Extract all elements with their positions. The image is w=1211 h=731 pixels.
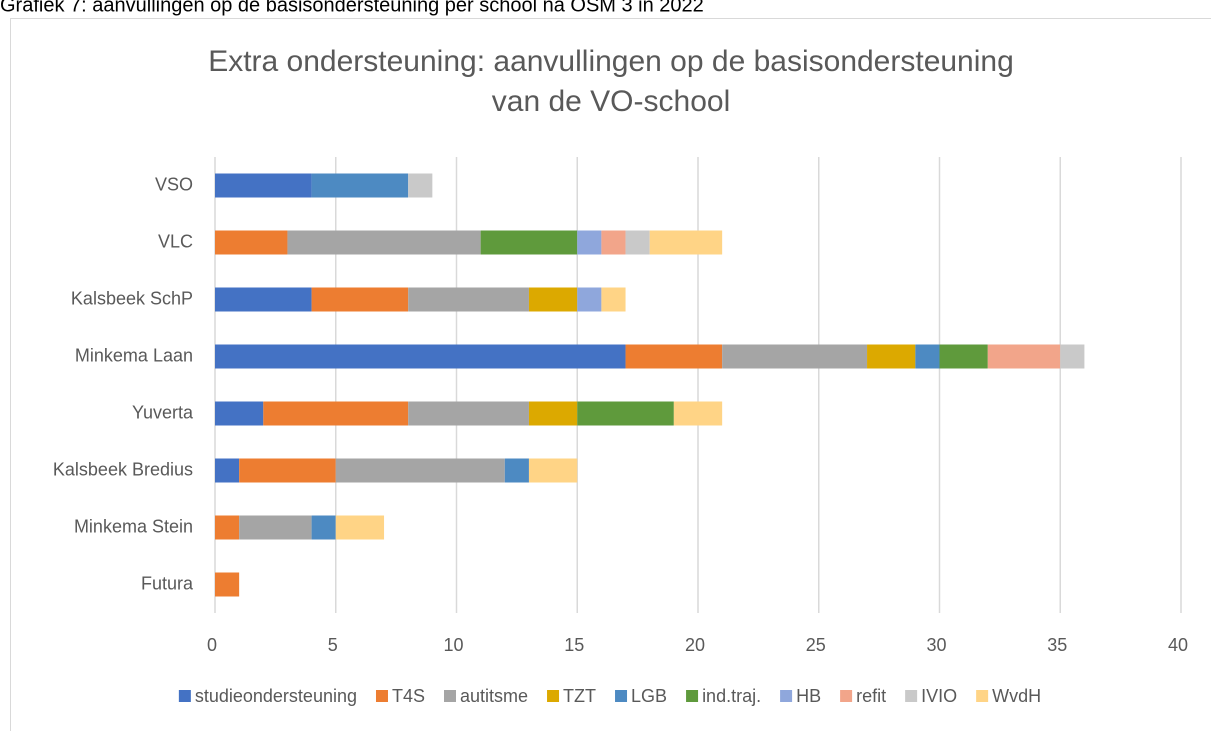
legend-swatch bbox=[444, 690, 456, 702]
x-tick-label: 40 bbox=[1168, 635, 1188, 655]
bar-segment bbox=[1060, 344, 1085, 369]
bar-segment bbox=[311, 173, 409, 198]
legend-label: LGB bbox=[631, 686, 667, 706]
bar-segment bbox=[335, 515, 385, 540]
bar-segment bbox=[215, 458, 240, 483]
bar-segment bbox=[215, 515, 240, 540]
bar-segment bbox=[528, 287, 578, 312]
bar-segment bbox=[239, 515, 312, 540]
legend-label: autitsme bbox=[460, 686, 528, 706]
y-tick-label: Yuverta bbox=[132, 402, 194, 422]
legend-swatch bbox=[780, 690, 793, 702]
bar-segment bbox=[215, 173, 312, 198]
bar-segment bbox=[408, 173, 433, 198]
chart-title: Extra ondersteuning: aanvullingen op de … bbox=[208, 45, 1014, 78]
legend-swatch bbox=[905, 690, 918, 702]
bar-segment bbox=[335, 458, 505, 483]
bar-segment bbox=[625, 344, 723, 369]
bar-segment bbox=[287, 230, 481, 255]
bar-segment bbox=[239, 458, 336, 483]
x-tick-label: 5 bbox=[328, 635, 338, 655]
legend-label: HB bbox=[796, 686, 821, 706]
bar-segment bbox=[311, 287, 409, 312]
x-tick-label: 10 bbox=[443, 635, 463, 655]
legend-swatch bbox=[178, 690, 191, 702]
bar-segment bbox=[867, 344, 916, 369]
x-tick-label: 15 bbox=[564, 635, 584, 655]
legend-label: studieondersteuning bbox=[195, 686, 357, 706]
bar-segment bbox=[311, 515, 336, 540]
bar-segment bbox=[601, 287, 626, 312]
y-tick-label: VLC bbox=[158, 231, 193, 251]
legend-label: TZT bbox=[563, 686, 596, 706]
bar-segment bbox=[215, 287, 312, 312]
x-tick-label: 0 bbox=[207, 635, 217, 655]
legend-label: refit bbox=[856, 686, 886, 706]
legend-swatch bbox=[840, 690, 853, 702]
bar-segment bbox=[504, 458, 529, 483]
x-tick-label: 25 bbox=[806, 635, 826, 655]
bar-segment bbox=[673, 401, 723, 426]
bar-segment bbox=[649, 230, 723, 255]
x-tick-label: 20 bbox=[685, 635, 705, 655]
bar-segment bbox=[577, 287, 602, 312]
legend-label: WvdH bbox=[992, 686, 1041, 706]
legend-swatch bbox=[686, 690, 699, 702]
y-tick-label: Futura bbox=[141, 573, 194, 593]
bar-segment bbox=[215, 344, 626, 369]
legend-label: T4S bbox=[392, 686, 425, 706]
y-tick-label: Kalsbeek Bredius bbox=[53, 459, 193, 479]
bar-segment bbox=[263, 401, 409, 426]
bar-segment bbox=[528, 401, 578, 426]
bar-segment bbox=[722, 344, 868, 369]
chart-frame bbox=[10, 18, 1211, 731]
legend-swatch bbox=[375, 690, 388, 702]
bar-segment bbox=[480, 230, 578, 255]
y-tick-label: Minkema Laan bbox=[75, 345, 193, 365]
y-tick-label: VSO bbox=[155, 174, 193, 194]
bar-segment bbox=[987, 344, 1061, 369]
legend-label: ind.traj. bbox=[702, 686, 761, 706]
bar-segment bbox=[939, 344, 988, 369]
y-tick-label: Kalsbeek SchP bbox=[71, 288, 193, 308]
chart-title: van de VO-school bbox=[492, 85, 730, 118]
legend-swatch bbox=[615, 690, 628, 702]
legend-swatch bbox=[976, 690, 989, 702]
x-tick-label: 30 bbox=[926, 635, 946, 655]
bar-segment bbox=[601, 230, 626, 255]
bar-segment bbox=[408, 401, 529, 426]
bar-segment bbox=[528, 458, 578, 483]
bar-segment bbox=[915, 344, 940, 369]
bar-segment bbox=[577, 230, 602, 255]
legend-label: IVIO bbox=[921, 686, 957, 706]
bar-segment bbox=[215, 572, 240, 597]
legend-swatch bbox=[547, 690, 560, 702]
y-tick-label: Minkema Stein bbox=[74, 516, 193, 536]
bar-segment bbox=[215, 401, 264, 426]
bar-segment bbox=[577, 401, 674, 426]
bar-segment bbox=[408, 287, 529, 312]
bar-segment bbox=[625, 230, 650, 255]
x-tick-label: 35 bbox=[1047, 635, 1067, 655]
bar-segment bbox=[215, 230, 288, 255]
caption: Grafiek 7: aanvullingen op de basisonder… bbox=[0, 0, 704, 16]
